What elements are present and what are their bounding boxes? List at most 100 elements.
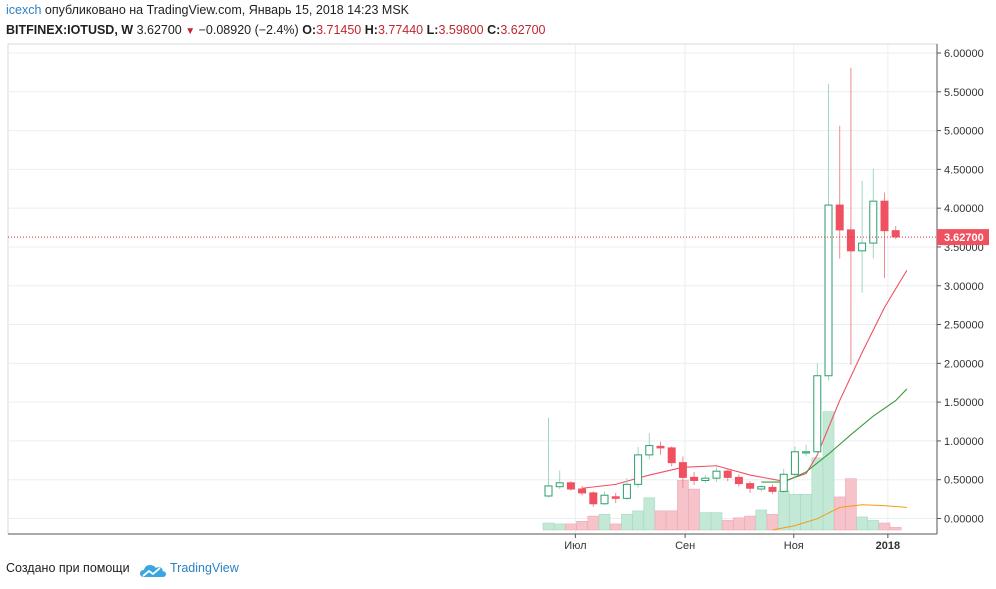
volume-bar <box>565 523 577 531</box>
candle-body-up <box>858 242 867 252</box>
candle-body-up <box>869 200 878 244</box>
volume-bar <box>878 522 891 531</box>
low-value: 3.59800 <box>438 23 484 37</box>
volume-bar <box>777 490 790 531</box>
last-price-tag <box>937 229 989 246</box>
tradingview-cloud-icon[interactable] <box>140 563 166 579</box>
candle-body-down <box>846 229 855 252</box>
close-label: C: <box>487 23 501 37</box>
low-label: L: <box>426 23 439 37</box>
last-price-label: 3.62700 <box>944 232 984 244</box>
candle-body-down <box>667 447 676 464</box>
candle-body-down <box>566 482 575 490</box>
candle-body-down <box>880 200 889 232</box>
candle-body-down <box>678 462 687 478</box>
volume-bar <box>822 411 835 531</box>
last-price: 3.62700 <box>136 23 182 37</box>
publish-line: icexch опубликовано на TradingView.com, … <box>6 3 409 17</box>
volume-bar <box>856 516 868 531</box>
candle-body-down <box>768 486 777 492</box>
volume-bar <box>800 494 812 531</box>
volume-bar <box>621 514 633 531</box>
close-value: 3.62700 <box>500 23 546 37</box>
candle-body-down <box>734 476 743 485</box>
candle-body-up <box>790 451 799 475</box>
candle-body-down <box>891 230 900 238</box>
symbol-name: BITFINEX:IOTUSD, W <box>6 23 134 37</box>
candlesticks <box>544 67 900 507</box>
open-label: O: <box>302 23 317 37</box>
candle-body-up <box>645 445 654 456</box>
high-value: 3.77440 <box>377 23 424 37</box>
plot-frame <box>7 43 938 535</box>
candle-body-up <box>802 451 811 454</box>
y-tick-label: 4.00000 <box>944 203 984 215</box>
candle-body-down <box>578 488 587 494</box>
high-label: H: <box>364 23 378 37</box>
volume-bar <box>688 488 700 531</box>
candle-body-up <box>555 482 564 488</box>
volume-ma-line <box>772 504 907 531</box>
volume-bar <box>744 515 756 531</box>
chart-grid <box>7 43 938 535</box>
chart-header: icexch опубликовано на TradingView.com, … <box>6 3 990 43</box>
candle-body-down <box>611 496 620 499</box>
created-with-label: Создано при помощи <box>6 561 130 575</box>
volume-bar <box>632 510 644 531</box>
volume-bar <box>587 515 600 531</box>
volume-bar <box>654 510 667 531</box>
y-tick-label: 1.50000 <box>944 397 984 409</box>
y-tick-label: 2.50000 <box>944 320 984 332</box>
tradingview-link[interactable]: TradingView <box>170 561 239 575</box>
x-tick-label: 2018 <box>876 540 900 552</box>
volume-bar <box>721 520 734 531</box>
volume-bar <box>598 514 611 531</box>
x-tick-label: Ноя <box>784 540 804 552</box>
volume-bar <box>766 514 779 531</box>
chart-axes: 0.00000 0.50000 1.00000 1.50000 2.00000 2.500… <box>8 44 989 552</box>
candle-body-up <box>634 454 643 485</box>
volume-bar <box>542 522 555 531</box>
candle-body-down <box>690 476 699 481</box>
y-tick-label: 3.00000 <box>944 281 984 293</box>
candle-body-down <box>723 470 732 478</box>
published-text: опубликовано на TradingView.com, Январь … <box>44 3 409 17</box>
volume-bar <box>576 520 588 531</box>
candle-body-down <box>589 492 598 505</box>
y-tick-label: 5.00000 <box>944 126 984 138</box>
y-tick-label: 2.00000 <box>944 358 984 370</box>
y-tick-label: 5.50000 <box>944 87 984 99</box>
footer: Создано при помощи TradingView <box>6 561 306 581</box>
candle-body-up <box>544 485 553 497</box>
volume-bars <box>542 411 902 531</box>
candle-body-down <box>656 445 665 449</box>
volume-bar <box>889 527 902 531</box>
volume-bar <box>710 512 723 531</box>
x-tick-label: Сен <box>675 540 695 552</box>
candle-body-up <box>600 494 609 505</box>
candle-body-down <box>835 204 844 231</box>
symbol-line: BITFINEX:IOTUSD, W 3.62700 ▼ −0.08920 (−… <box>6 23 546 37</box>
volume-bar <box>845 478 857 531</box>
y-tick-label: 0.50000 <box>944 475 984 487</box>
candle-body-up <box>712 470 721 479</box>
volume-bar <box>665 510 678 531</box>
candle-body-up <box>701 477 710 481</box>
y-tick-label: 6.00000 <box>944 48 984 60</box>
open-value: 3.71450 <box>316 23 362 37</box>
volume-bar <box>643 497 656 531</box>
candle-body-down <box>746 483 755 489</box>
volume-bar <box>609 523 622 531</box>
y-tick-label: 4.50000 <box>944 164 984 176</box>
author-link[interactable]: icexch <box>6 3 42 17</box>
y-tick-label: 0.00000 <box>944 514 984 526</box>
candle-body-up <box>813 375 822 453</box>
down-arrow-icon: ▼ <box>185 26 196 37</box>
y-tick-label: 1.00000 <box>944 436 984 448</box>
candle-body-up <box>622 483 631 499</box>
volume-bar <box>755 509 768 531</box>
candle-body-up <box>824 204 833 377</box>
candle-body-up <box>757 486 766 490</box>
price-change: −0.08920 (−2.4%) <box>198 23 299 37</box>
